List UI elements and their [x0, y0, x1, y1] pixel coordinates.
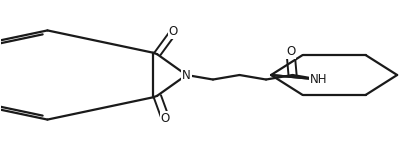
Text: O: O	[286, 45, 295, 58]
Text: O: O	[169, 25, 178, 38]
Text: O: O	[161, 112, 170, 125]
Text: N: N	[182, 69, 191, 81]
Text: NH: NH	[310, 73, 328, 86]
